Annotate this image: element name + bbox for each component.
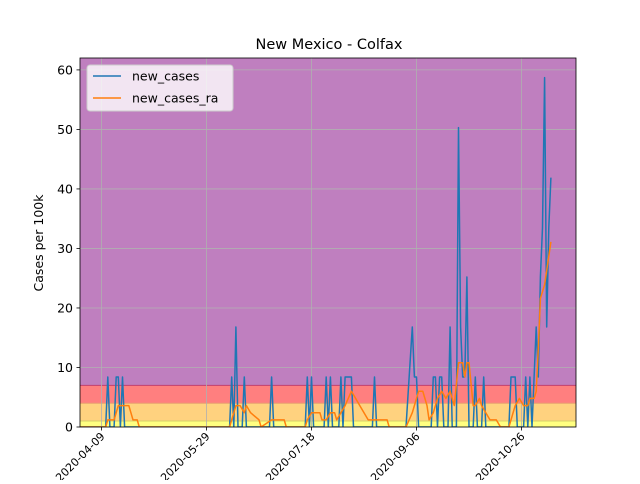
x-tick-label: 2020-10-26 [473, 430, 527, 480]
legend-box [86, 64, 234, 112]
x-tick-label: 2020-05-29 [158, 430, 212, 480]
x-tick-label: 2020-04-09 [53, 430, 107, 480]
plot-frame [79, 57, 577, 428]
y-tick-label: 40 [57, 181, 73, 196]
y-tick-label: 10 [57, 360, 73, 375]
x-tick-label: 2020-07-18 [263, 430, 317, 480]
y-tick-label: 30 [57, 241, 73, 256]
risk-band-3 [80, 58, 576, 386]
chart-title: New Mexico - Colfax [256, 37, 403, 53]
risk-band-2 [80, 385, 576, 404]
y-axis-label: Cases per 100k [31, 194, 46, 292]
y-tick-label: 20 [57, 300, 73, 315]
legend: new_cases new_cases_ra [86, 64, 234, 112]
legend-label-new_cases: new_cases [132, 69, 199, 84]
grid [80, 58, 576, 428]
y-tick-label: 50 [57, 122, 73, 137]
x-tick-label: 2020-09-06 [368, 430, 422, 480]
y-tick-label: 0 [65, 420, 73, 435]
legend-label-new_cases_ra: new_cases_ra [132, 91, 218, 106]
y-tick-label: 60 [57, 62, 73, 77]
series-line-new_cases [80, 76, 552, 427]
series-line-new_cases_ra [80, 241, 552, 427]
